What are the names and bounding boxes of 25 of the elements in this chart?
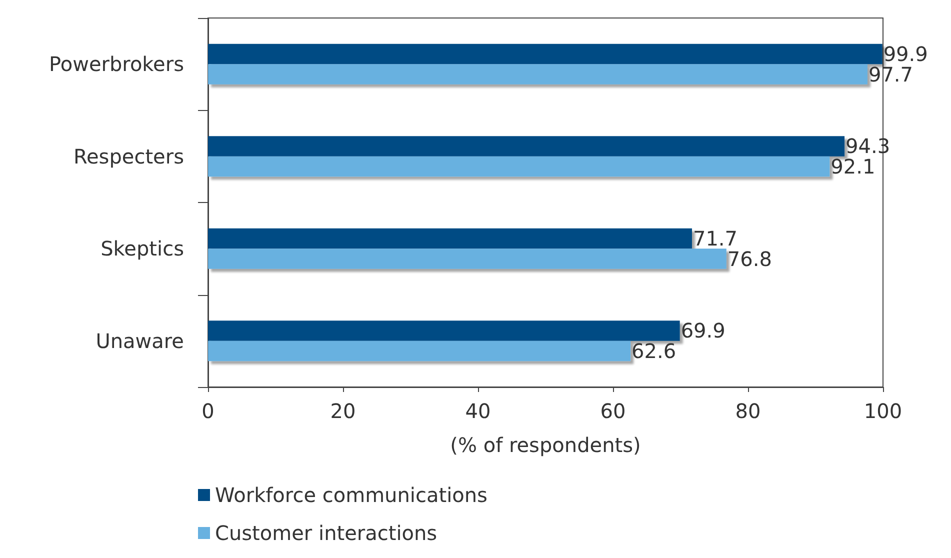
bar (208, 136, 845, 156)
bar (208, 156, 830, 177)
x-tick-label: 0 (202, 399, 214, 423)
legend-label: Workforce communications (215, 483, 488, 507)
x-tick-label: 80 (735, 399, 761, 423)
data-label: 99.9 (883, 42, 928, 66)
legend-label: Customer interactions (215, 521, 438, 545)
data-label: 62.6 (632, 339, 676, 364)
bar (208, 64, 868, 84)
bar (208, 228, 692, 249)
bar (208, 44, 882, 64)
x-tick-label: 20 (330, 399, 356, 423)
y-tick-label: Skeptics (100, 236, 184, 261)
y-tick-label: Respecters (73, 144, 184, 168)
bar (208, 248, 726, 269)
bar (208, 320, 680, 341)
x-tick-label: 60 (600, 399, 626, 423)
bar (208, 340, 631, 362)
data-label: 92.1 (830, 154, 876, 179)
y-tick-label: Powerbrokers (49, 52, 184, 76)
x-tick-label: 40 (465, 399, 491, 423)
x-tick-label: 100 (864, 399, 902, 423)
data-label: 69.9 (680, 318, 726, 343)
x-axis-title: (% of respondents) (450, 433, 641, 457)
y-tick-label: Unaware (96, 328, 184, 353)
